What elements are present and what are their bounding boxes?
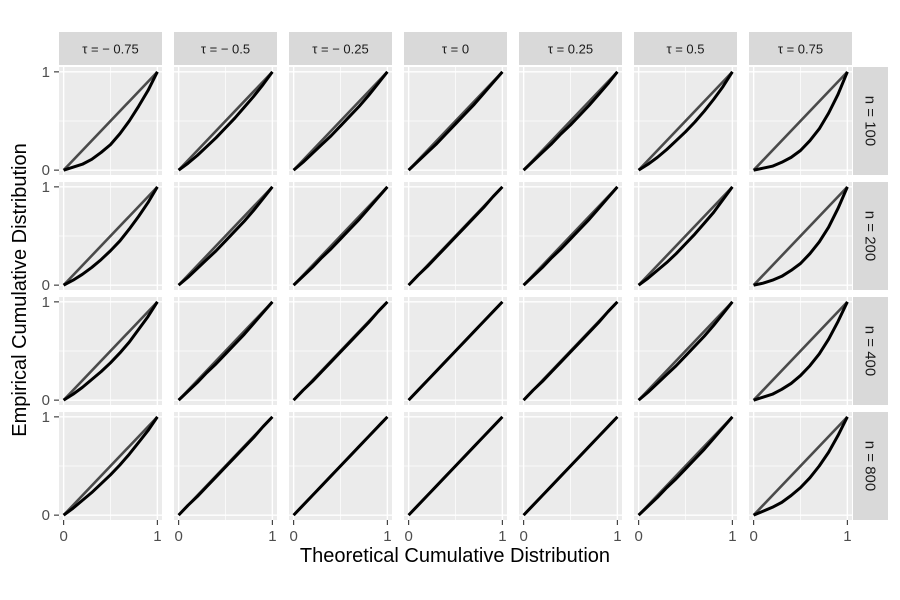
column-strip-1 xyxy=(174,32,277,65)
column-strip-3 xyxy=(404,32,507,65)
empirical-curve-0-4 xyxy=(522,70,619,172)
y-tick-label-3-1: 1 xyxy=(42,409,50,426)
column-strip-label-6: τ = 0.75 xyxy=(778,42,823,57)
reference-line-0-0 xyxy=(62,70,159,172)
x-tick-label-6-1: 1 xyxy=(843,528,851,545)
empirical-curve-1-6 xyxy=(753,186,849,287)
reference-line-0-2 xyxy=(292,70,389,172)
row-strip-3 xyxy=(853,412,888,520)
x-tick-label-1-0: 0 xyxy=(174,528,182,545)
empirical-curve-2-6 xyxy=(753,301,849,402)
reference-line-0-5 xyxy=(637,70,734,172)
column-strip-5 xyxy=(634,32,737,65)
x-tick-label-3-1: 1 xyxy=(498,528,506,545)
column-strip-0 xyxy=(59,32,162,65)
empirical-curve-3-5 xyxy=(637,415,734,517)
y-tick-label-0-1: 1 xyxy=(42,64,50,81)
column-strip-label-2: τ = − 0.25 xyxy=(312,42,368,57)
reference-line-1-5 xyxy=(637,185,734,287)
empirical-curve-0-2 xyxy=(292,70,389,172)
reference-line-1-0 xyxy=(62,185,159,287)
column-strip-label-5: τ = 0.5 xyxy=(666,42,704,57)
row-strip-label-0: n = 100 xyxy=(862,96,879,146)
empirical-curve-2-3 xyxy=(407,300,504,402)
reference-line-0-6 xyxy=(752,70,849,172)
empirical-curve-0-5 xyxy=(637,71,734,172)
empirical-curve-1-1 xyxy=(177,185,274,287)
empirical-curve-3-3 xyxy=(407,415,504,517)
column-strip-6 xyxy=(749,32,852,65)
column-strip-label-0: τ = − 0.75 xyxy=(82,42,138,57)
column-strip-label-4: τ = 0.25 xyxy=(548,42,593,57)
empirical-curve-3-2 xyxy=(292,415,389,517)
empirical-curve-3-6 xyxy=(753,416,849,517)
empirical-curve-2-1 xyxy=(177,300,274,402)
empirical-curve-1-4 xyxy=(522,185,619,287)
x-tick-label-1-1: 1 xyxy=(268,528,276,545)
empirical-curve-0-6 xyxy=(753,71,849,172)
x-tick-label-3-0: 0 xyxy=(404,528,412,545)
empirical-curve-2-5 xyxy=(637,300,734,402)
empirical-curve-0-0 xyxy=(63,71,159,172)
empirical-curve-0-3 xyxy=(407,70,504,172)
x-tick-label-0-0: 0 xyxy=(59,528,67,545)
reference-line-2-6 xyxy=(752,300,849,402)
empirical-curve-1-0 xyxy=(62,186,159,287)
empirical-curve-1-5 xyxy=(637,185,734,287)
empirical-curve-2-2 xyxy=(292,300,389,402)
reference-line-1-1 xyxy=(177,185,274,287)
empirical-curve-3-1 xyxy=(177,415,274,517)
x-tick-label-6-0: 0 xyxy=(749,528,757,545)
empirical-curve-3-0 xyxy=(62,416,159,517)
x-tick-label-0-1: 1 xyxy=(153,528,161,545)
reference-line-0-1 xyxy=(177,70,274,172)
reference-line-2-5 xyxy=(637,300,734,402)
x-tick-label-5-0: 0 xyxy=(634,528,642,545)
row-strip-2 xyxy=(853,297,888,405)
row-strip-label-3: n = 800 xyxy=(862,441,879,491)
x-axis-title: Theoretical Cumulative Distribution xyxy=(300,545,610,567)
reference-line-3-6 xyxy=(752,415,849,517)
empirical-curve-3-4 xyxy=(522,415,619,517)
reference-line-3-0 xyxy=(62,415,159,517)
reference-line-1-6 xyxy=(752,185,849,287)
empirical-curve-2-0 xyxy=(62,301,159,402)
row-strip-label-1: n = 200 xyxy=(862,211,879,261)
x-tick-label-4-0: 0 xyxy=(519,528,527,545)
column-strip-label-3: τ = 0 xyxy=(442,42,469,57)
column-strip-4 xyxy=(519,32,622,65)
y-tick-label-1-1: 1 xyxy=(42,179,50,196)
y-tick-label-1-0: 0 xyxy=(42,277,50,294)
x-tick-label-5-1: 1 xyxy=(728,528,736,545)
y-tick-label-0-0: 0 xyxy=(42,162,50,179)
y-axis-title: Empirical Cumulative Distribution xyxy=(9,143,31,436)
empirical-curve-2-4 xyxy=(522,300,619,402)
x-tick-label-2-1: 1 xyxy=(383,528,391,545)
empirical-curve-1-3 xyxy=(407,185,504,287)
row-strip-label-2: n = 400 xyxy=(862,326,879,376)
x-tick-label-4-1: 1 xyxy=(613,528,621,545)
y-tick-label-2-1: 1 xyxy=(42,294,50,311)
reference-line-2-0 xyxy=(62,300,159,402)
column-strip-label-1: τ = − 0.5 xyxy=(201,42,250,57)
empirical-curve-0-1 xyxy=(177,70,274,172)
row-strip-1 xyxy=(853,182,888,290)
row-strip-0 xyxy=(853,67,888,175)
x-tick-label-2-0: 0 xyxy=(289,528,297,545)
empirical-curve-1-2 xyxy=(292,185,389,287)
column-strip-2 xyxy=(289,32,392,65)
y-tick-label-2-0: 0 xyxy=(42,392,50,409)
y-tick-label-3-0: 0 xyxy=(42,507,50,524)
